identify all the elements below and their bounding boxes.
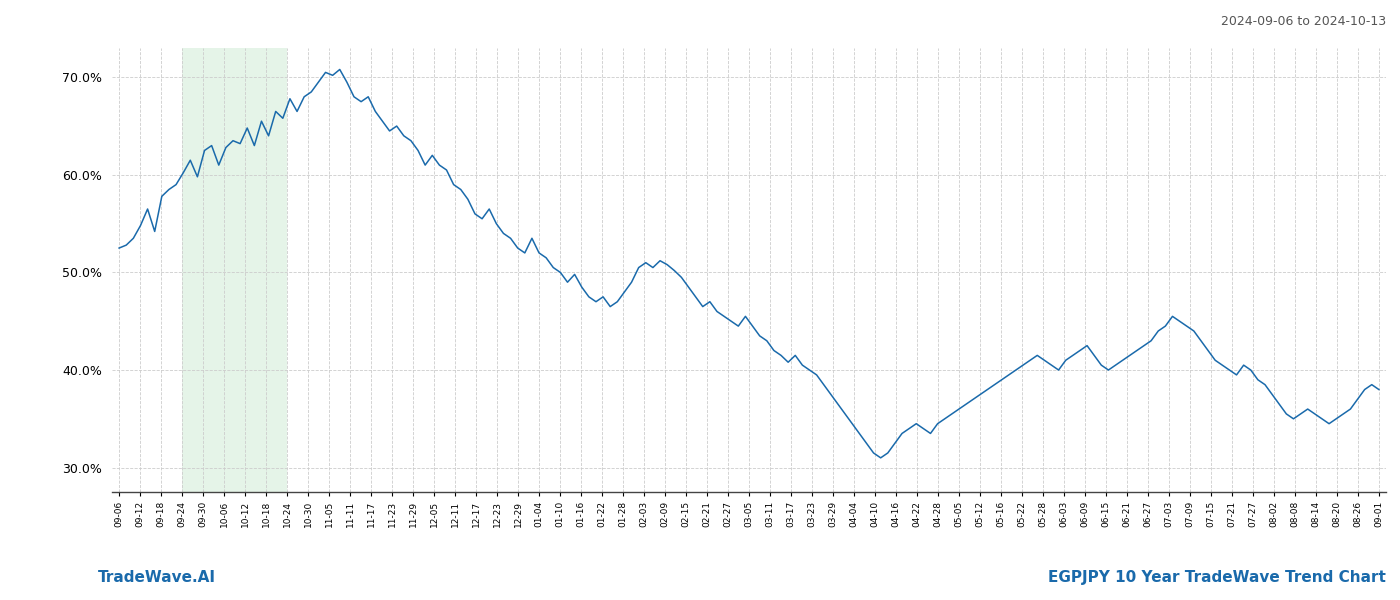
Bar [182,48,287,492]
Text: EGPJPY 10 Year TradeWave Trend Chart: EGPJPY 10 Year TradeWave Trend Chart [1049,570,1386,585]
Text: TradeWave.AI: TradeWave.AI [98,570,216,585]
Text: 2024-09-06 to 2024-10-13: 2024-09-06 to 2024-10-13 [1221,15,1386,28]
